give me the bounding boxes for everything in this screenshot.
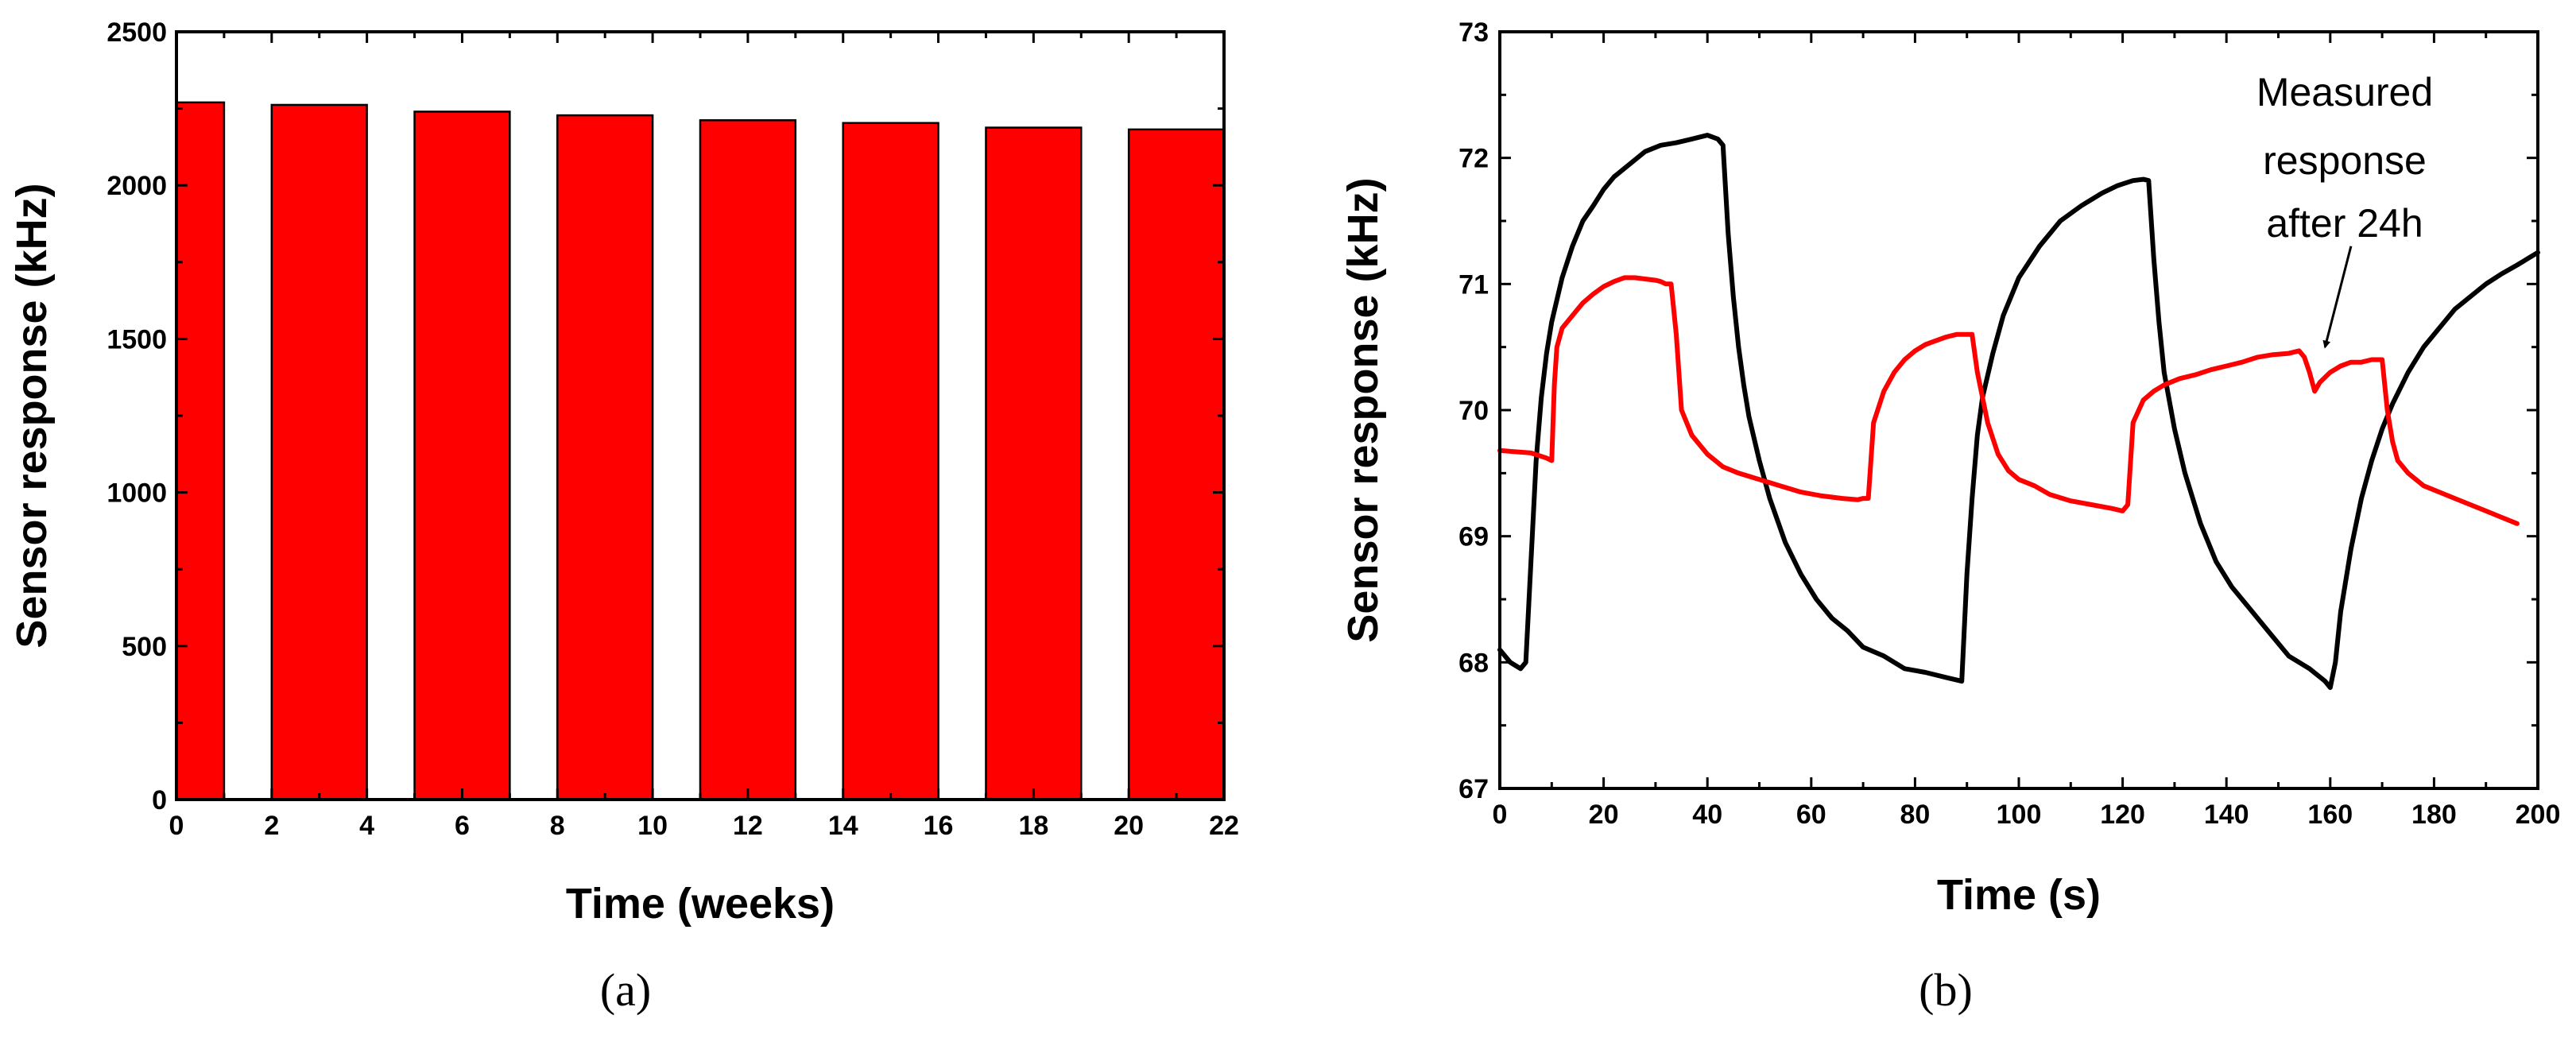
panel-caption-b: (b)	[1919, 964, 1973, 1016]
y-tick-label: 70	[1458, 396, 1489, 426]
x-tick-label: 12	[733, 811, 763, 841]
y-axis-label: Sensor response (kHz)	[1339, 177, 1387, 642]
y-tick-label: 2500	[107, 17, 167, 48]
x-tick-label: 0	[1493, 800, 1508, 830]
annotation: Measured response after 24h	[2256, 70, 2433, 349]
x-tick-label: 8	[550, 811, 565, 841]
bar	[270, 103, 368, 801]
y-tick-label: 67	[1458, 774, 1489, 804]
x-tick-label: 40	[1692, 800, 1722, 830]
bar	[985, 126, 1083, 801]
x-tick-label: 6	[455, 811, 470, 841]
series-line-after-24h	[1497, 275, 2520, 526]
y-tick-label: 68	[1458, 648, 1489, 678]
bar	[699, 119, 797, 801]
y-axis-ticks: 0 500 1000 1500 2000 2500	[107, 17, 1224, 815]
x-tick-label: 80	[1900, 800, 1930, 830]
y-tick-label: 2000	[107, 171, 167, 201]
annotation-line-3: after 24h	[2266, 201, 2423, 246]
y-tick-label: 69	[1458, 522, 1489, 552]
annotation-line-2: response	[2263, 138, 2427, 183]
y-tick-label: 500	[122, 632, 167, 662]
x-tick-label: 100	[1997, 800, 2042, 830]
y-tick-label: 71	[1458, 269, 1489, 300]
x-tick-label: 16	[924, 811, 954, 841]
x-axis-label: Time (weeks)	[566, 880, 835, 928]
bar	[556, 114, 654, 801]
bar	[175, 101, 226, 801]
bar	[413, 110, 511, 801]
panel-a-bar-chart: 0 2 4 6 8 10 12 14 16 18 20 22 0 500 1000 1500 2000 2500…	[8, 17, 1239, 1016]
x-tick-label: 20	[1114, 811, 1144, 841]
x-tick-label: 4	[359, 811, 374, 841]
y-tick-label: 73	[1458, 17, 1489, 48]
y-axis-ticks: 67 68 69 70 71 72 73	[1458, 17, 2538, 804]
series-line-initial	[1497, 133, 2540, 691]
x-tick-label: 20	[1589, 800, 1619, 830]
x-tick-label: 60	[1796, 800, 1826, 830]
line-series	[1497, 133, 2540, 691]
x-tick-label: 120	[2100, 800, 2145, 830]
x-tick-label: 200	[2516, 800, 2561, 830]
annotation-arrow	[2322, 246, 2353, 349]
x-axis-ticks: 0 2 4 6 8 10 12 14 16 18 20 22	[169, 32, 1239, 841]
x-tick-label: 2	[264, 811, 279, 841]
panel-caption-a: (a)	[600, 964, 651, 1016]
bar	[1127, 128, 1226, 801]
panel-b-line-chart: 0 20 40 60 80 100 120 140 160 180 200 67 68 69 70 71 72…	[1339, 17, 2560, 1016]
y-tick-label: 72	[1458, 144, 1489, 174]
y-tick-label: 0	[152, 785, 167, 815]
bar-series	[175, 101, 1226, 801]
x-tick-label: 180	[2411, 800, 2457, 830]
x-axis-ticks: 0 20 40 60 80 100 120 140 160 180 200	[1493, 32, 2561, 830]
y-axis-label: Sensor response (kHz)	[8, 183, 56, 648]
y-tick-label: 1500	[107, 324, 167, 354]
y-tick-label: 1000	[107, 478, 167, 509]
annotation-line-1: Measured	[2256, 70, 2433, 114]
x-axis-label: Time (s)	[1937, 871, 2101, 919]
x-tick-label: 22	[1209, 811, 1239, 841]
x-tick-label: 140	[2204, 800, 2249, 830]
x-tick-label: 160	[2307, 800, 2353, 830]
x-tick-label: 10	[637, 811, 668, 841]
bar	[842, 122, 939, 801]
x-tick-label: 14	[828, 811, 858, 841]
x-tick-label: 0	[169, 811, 184, 841]
x-tick-label: 18	[1018, 811, 1048, 841]
